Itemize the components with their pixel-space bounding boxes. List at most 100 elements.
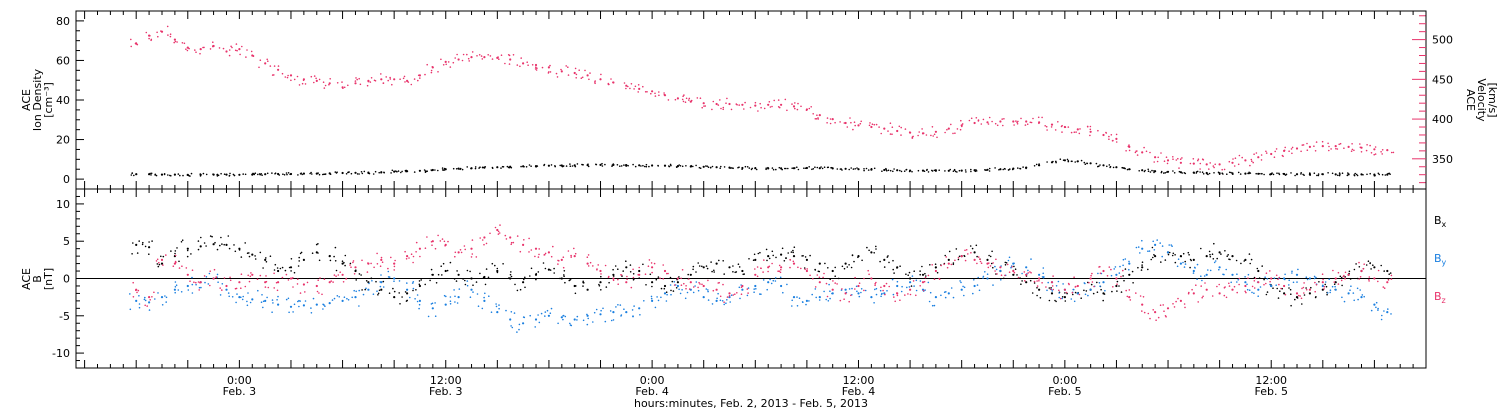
- density-point: [775, 168, 777, 171]
- by-point: [241, 298, 244, 301]
- velocity-point: [1275, 148, 1278, 150]
- density-point: [1309, 174, 1311, 176]
- bz-point: [586, 256, 589, 259]
- by-point: [1288, 284, 1290, 286]
- density-point: [491, 166, 494, 169]
- by-point: [650, 297, 653, 300]
- bx-point: [1192, 258, 1195, 261]
- bx-point: [264, 258, 267, 261]
- velocity-point: [534, 68, 537, 70]
- by-point: [676, 284, 680, 288]
- by-point: [786, 283, 788, 286]
- density-point: [423, 169, 426, 171]
- by-point: [973, 279, 975, 281]
- density-point: [1244, 172, 1247, 175]
- bx-point: [785, 257, 787, 259]
- velocity-point: [1231, 161, 1234, 164]
- bz-point: [1305, 288, 1308, 291]
- by-point: [933, 304, 936, 307]
- density-point: [443, 167, 446, 170]
- velocity-point: [1314, 150, 1317, 152]
- bz-point: [156, 258, 159, 261]
- velocity-point: [1369, 144, 1371, 147]
- density-point: [755, 168, 758, 171]
- by-point: [186, 284, 189, 288]
- bx-point: [1324, 283, 1326, 286]
- bx-point: [657, 276, 660, 278]
- velocity-point: [491, 58, 494, 60]
- by-point: [262, 306, 264, 309]
- velocity-point: [466, 53, 468, 56]
- density-point: [1022, 166, 1024, 168]
- by-point: [928, 300, 931, 303]
- bz-point: [447, 240, 449, 243]
- by-point: [702, 296, 705, 299]
- bz-point: [198, 289, 200, 291]
- velocity-point: [174, 40, 177, 43]
- density-point: [1208, 172, 1211, 175]
- bx-point: [265, 261, 268, 263]
- bz-point: [186, 273, 189, 276]
- by-point: [1102, 281, 1105, 284]
- bz-point: [924, 276, 927, 279]
- by-point: [135, 299, 138, 302]
- density-point: [778, 166, 781, 169]
- density-point: [502, 166, 505, 168]
- legend-bx: Bx: [1434, 214, 1447, 229]
- density-point: [1076, 160, 1079, 163]
- velocity-point: [449, 66, 452, 68]
- bx-point: [600, 289, 602, 291]
- bx-point: [1372, 264, 1374, 267]
- bz-point: [689, 281, 692, 284]
- by-point: [623, 308, 625, 311]
- bx-point: [1116, 280, 1119, 283]
- by-point: [427, 315, 430, 318]
- bz-point: [547, 251, 551, 254]
- density-point: [984, 169, 986, 171]
- velocity-point: [1012, 120, 1015, 123]
- bx-point: [1128, 273, 1131, 276]
- density-point: [287, 172, 290, 174]
- by-point: [1356, 287, 1359, 290]
- bz-point: [1173, 306, 1176, 308]
- bz-point: [832, 280, 834, 282]
- bx-point: [919, 270, 921, 272]
- density-point: [1269, 173, 1271, 176]
- density-point: [535, 165, 537, 168]
- density-point: [643, 165, 646, 168]
- bx-point: [846, 266, 849, 268]
- bz-point: [688, 288, 691, 290]
- by-point: [315, 303, 318, 306]
- by-point: [625, 311, 628, 314]
- bz-point: [321, 293, 323, 296]
- density-point: [678, 164, 680, 166]
- bx-point: [190, 253, 192, 255]
- velocity-point: [1321, 145, 1324, 148]
- velocity-point: [1241, 156, 1243, 159]
- density-point: [581, 163, 584, 166]
- velocity-point: [231, 46, 233, 49]
- density-point: [1228, 171, 1231, 174]
- velocity-point: [771, 105, 773, 108]
- bz-point: [718, 281, 720, 284]
- bz-point: [637, 273, 639, 276]
- by-point: [175, 284, 178, 287]
- bz-point: [1071, 291, 1074, 294]
- bx-point: [715, 262, 718, 265]
- bx-point: [1036, 287, 1038, 289]
- by-point: [271, 299, 274, 301]
- density-point: [559, 164, 561, 167]
- by-point: [418, 299, 421, 302]
- bx-point: [1283, 292, 1286, 295]
- bz-point: [1006, 263, 1009, 266]
- by-point: [976, 284, 979, 286]
- bz-point: [734, 293, 736, 296]
- bx-point: [844, 262, 847, 265]
- density-point: [887, 169, 890, 172]
- velocity-point: [794, 102, 796, 104]
- bz-point: [328, 281, 331, 284]
- density-point: [645, 163, 648, 166]
- by-point: [678, 288, 680, 291]
- velocity-point: [1097, 129, 1099, 132]
- bx-point: [612, 275, 615, 277]
